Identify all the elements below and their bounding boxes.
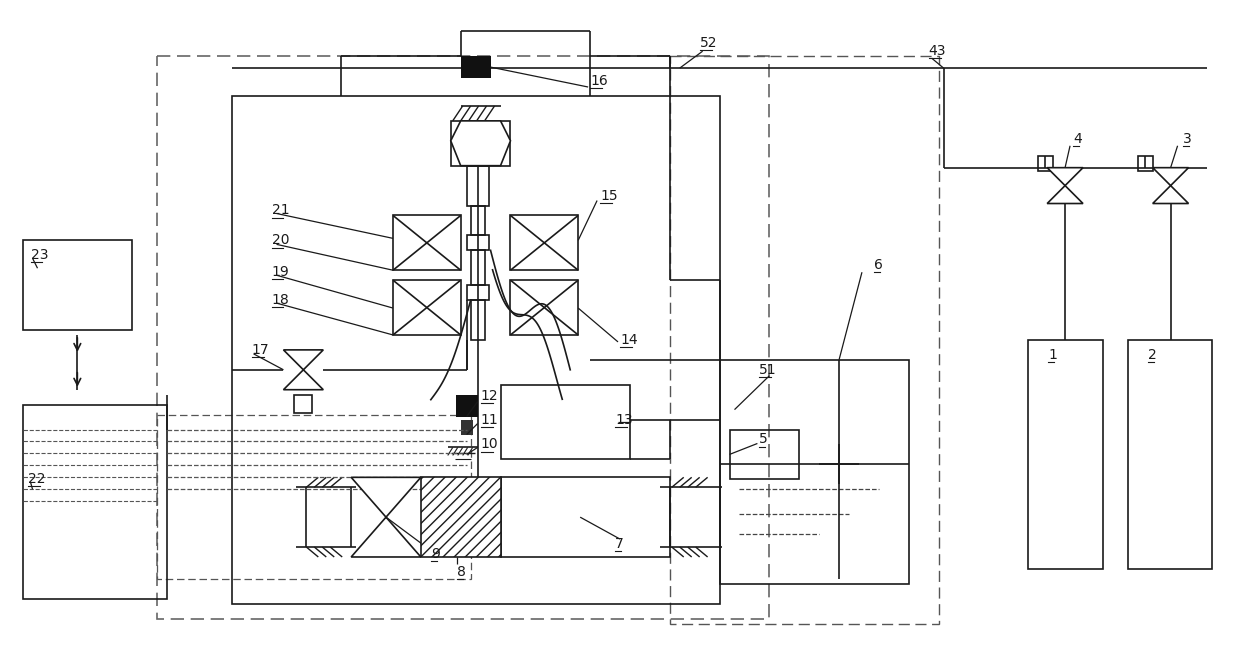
Bar [471,206,485,235]
Text: 9: 9 [430,547,440,561]
Bar [511,215,578,270]
Text: 20: 20 [272,233,289,247]
Bar [1038,155,1053,171]
Text: 5: 5 [759,433,768,446]
Bar [1128,340,1213,569]
Bar [466,285,489,300]
Text: 17: 17 [252,343,269,357]
Bar [729,430,800,479]
Text: 10: 10 [481,437,498,451]
Polygon shape [351,477,420,557]
Text: 14: 14 [620,333,637,347]
Text: 13: 13 [615,413,632,426]
Text: 19: 19 [272,265,289,279]
Polygon shape [1153,186,1189,204]
Bar [22,241,133,330]
Bar [294,395,312,413]
Bar [501,477,670,557]
Bar [511,280,578,335]
Text: 21: 21 [272,203,289,217]
Bar [22,404,167,599]
Polygon shape [284,350,324,370]
Text: 2: 2 [1148,348,1157,362]
Polygon shape [450,121,511,166]
Bar [670,56,939,624]
Polygon shape [284,370,324,390]
Text: 8: 8 [456,565,465,579]
Bar [466,235,489,250]
Bar [719,360,909,584]
Bar [501,384,630,459]
Text: 4: 4 [1073,132,1081,146]
Polygon shape [1047,168,1083,186]
Text: 23: 23 [31,248,48,263]
Bar [157,415,471,579]
Bar [471,300,485,340]
Text: 1: 1 [1048,348,1056,362]
Text: 15: 15 [600,188,618,203]
Text: 18: 18 [272,293,289,307]
Bar [466,166,489,206]
Text: 51: 51 [759,362,777,377]
Bar [420,477,501,557]
Text: 12: 12 [481,389,498,402]
Text: 43: 43 [929,44,946,58]
Bar [1028,340,1102,569]
Text: 7: 7 [615,537,624,551]
Bar [1138,155,1153,171]
Bar [393,215,461,270]
Text: 52: 52 [699,36,717,50]
Bar [157,56,769,619]
Bar [471,250,485,285]
Bar [456,395,477,417]
Bar [461,56,491,78]
Bar [232,96,719,604]
Bar [461,420,472,435]
Text: 11: 11 [481,413,498,426]
Text: 16: 16 [590,74,608,88]
Bar [157,56,769,619]
Text: 3: 3 [1183,132,1192,146]
Text: 6: 6 [874,258,883,272]
Bar [393,280,461,335]
Polygon shape [1153,168,1189,186]
Text: 22: 22 [27,472,45,486]
Polygon shape [1047,186,1083,204]
Bar [450,121,511,166]
